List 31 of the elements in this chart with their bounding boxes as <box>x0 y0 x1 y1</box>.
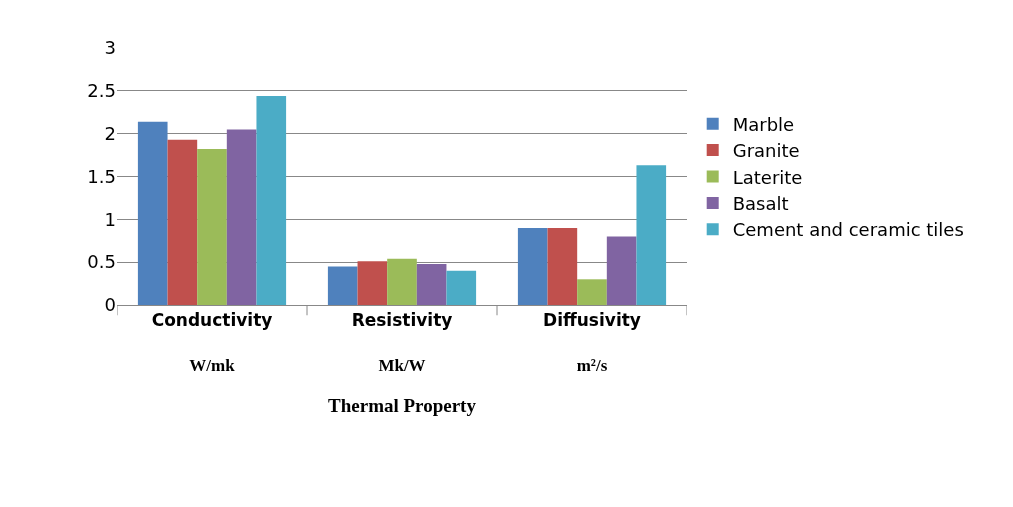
legend-label: Laterite <box>732 166 803 188</box>
bar <box>197 149 227 305</box>
legend-label: Marble <box>732 113 795 135</box>
bar <box>577 279 607 305</box>
bar <box>256 95 287 305</box>
bar <box>547 227 578 305</box>
y-tick-label: 2 <box>104 122 116 144</box>
y-tick-label: 1 <box>104 208 116 230</box>
legend-label: Granite <box>732 140 800 162</box>
bar <box>446 270 477 305</box>
bar <box>226 129 257 305</box>
y-tick-label: 0.5 <box>87 251 116 273</box>
category-label: Diffusivity m²/s <box>543 310 641 375</box>
bar <box>606 236 637 305</box>
bar <box>636 165 667 305</box>
legend-label: Cement and ceramic tiles <box>732 219 964 241</box>
y-tick-label: 1.5 <box>87 165 116 187</box>
bar <box>167 139 198 305</box>
bar <box>387 258 417 305</box>
category-label: Conductivity W/mk <box>151 310 273 375</box>
y-tick-label: 3 <box>104 37 116 59</box>
bar <box>416 263 447 305</box>
bar <box>517 227 548 305</box>
legend-label: Basalt <box>732 192 789 214</box>
y-tick-label: 0 <box>104 294 116 316</box>
y-tick-label: 2.5 <box>87 80 116 102</box>
x-axis-title: Thermal Property <box>328 395 477 417</box>
bar <box>137 121 168 305</box>
bar <box>327 266 358 305</box>
bar <box>357 261 388 305</box>
category-label: Resistivity Mk/W <box>351 310 453 375</box>
